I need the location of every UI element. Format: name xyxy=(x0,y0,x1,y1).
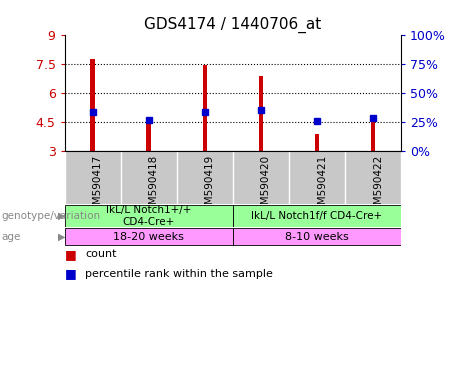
Bar xyxy=(202,65,207,151)
Text: age: age xyxy=(1,232,20,242)
Text: IkL/L Notch1+/+
CD4-Cre+: IkL/L Notch1+/+ CD4-Cre+ xyxy=(106,205,191,227)
Text: count: count xyxy=(85,249,117,259)
Bar xyxy=(233,228,401,245)
Text: ▶: ▶ xyxy=(58,211,65,221)
Text: ■: ■ xyxy=(65,248,76,261)
Bar xyxy=(65,228,233,245)
Text: 18-20 weeks: 18-20 weeks xyxy=(113,232,184,242)
Text: 8-10 weeks: 8-10 weeks xyxy=(285,232,349,242)
Text: GSM590421: GSM590421 xyxy=(317,155,327,218)
Bar xyxy=(259,76,263,151)
Text: GSM590418: GSM590418 xyxy=(148,155,159,218)
Bar xyxy=(90,59,95,151)
Text: GSM590419: GSM590419 xyxy=(205,155,215,218)
Bar xyxy=(65,205,233,227)
Text: ▶: ▶ xyxy=(58,232,65,242)
Bar xyxy=(233,205,401,227)
Text: genotype/variation: genotype/variation xyxy=(1,211,100,221)
Title: GDS4174 / 1440706_at: GDS4174 / 1440706_at xyxy=(144,17,321,33)
Bar xyxy=(315,134,319,151)
Text: GSM590420: GSM590420 xyxy=(261,155,271,218)
Text: GSM590422: GSM590422 xyxy=(373,155,383,218)
Bar xyxy=(147,118,151,151)
Text: percentile rank within the sample: percentile rank within the sample xyxy=(85,268,273,278)
Text: ■: ■ xyxy=(65,267,76,280)
Bar xyxy=(371,118,375,151)
Text: IkL/L Notch1f/f CD4-Cre+: IkL/L Notch1f/f CD4-Cre+ xyxy=(251,211,383,221)
Text: GSM590417: GSM590417 xyxy=(93,155,103,218)
